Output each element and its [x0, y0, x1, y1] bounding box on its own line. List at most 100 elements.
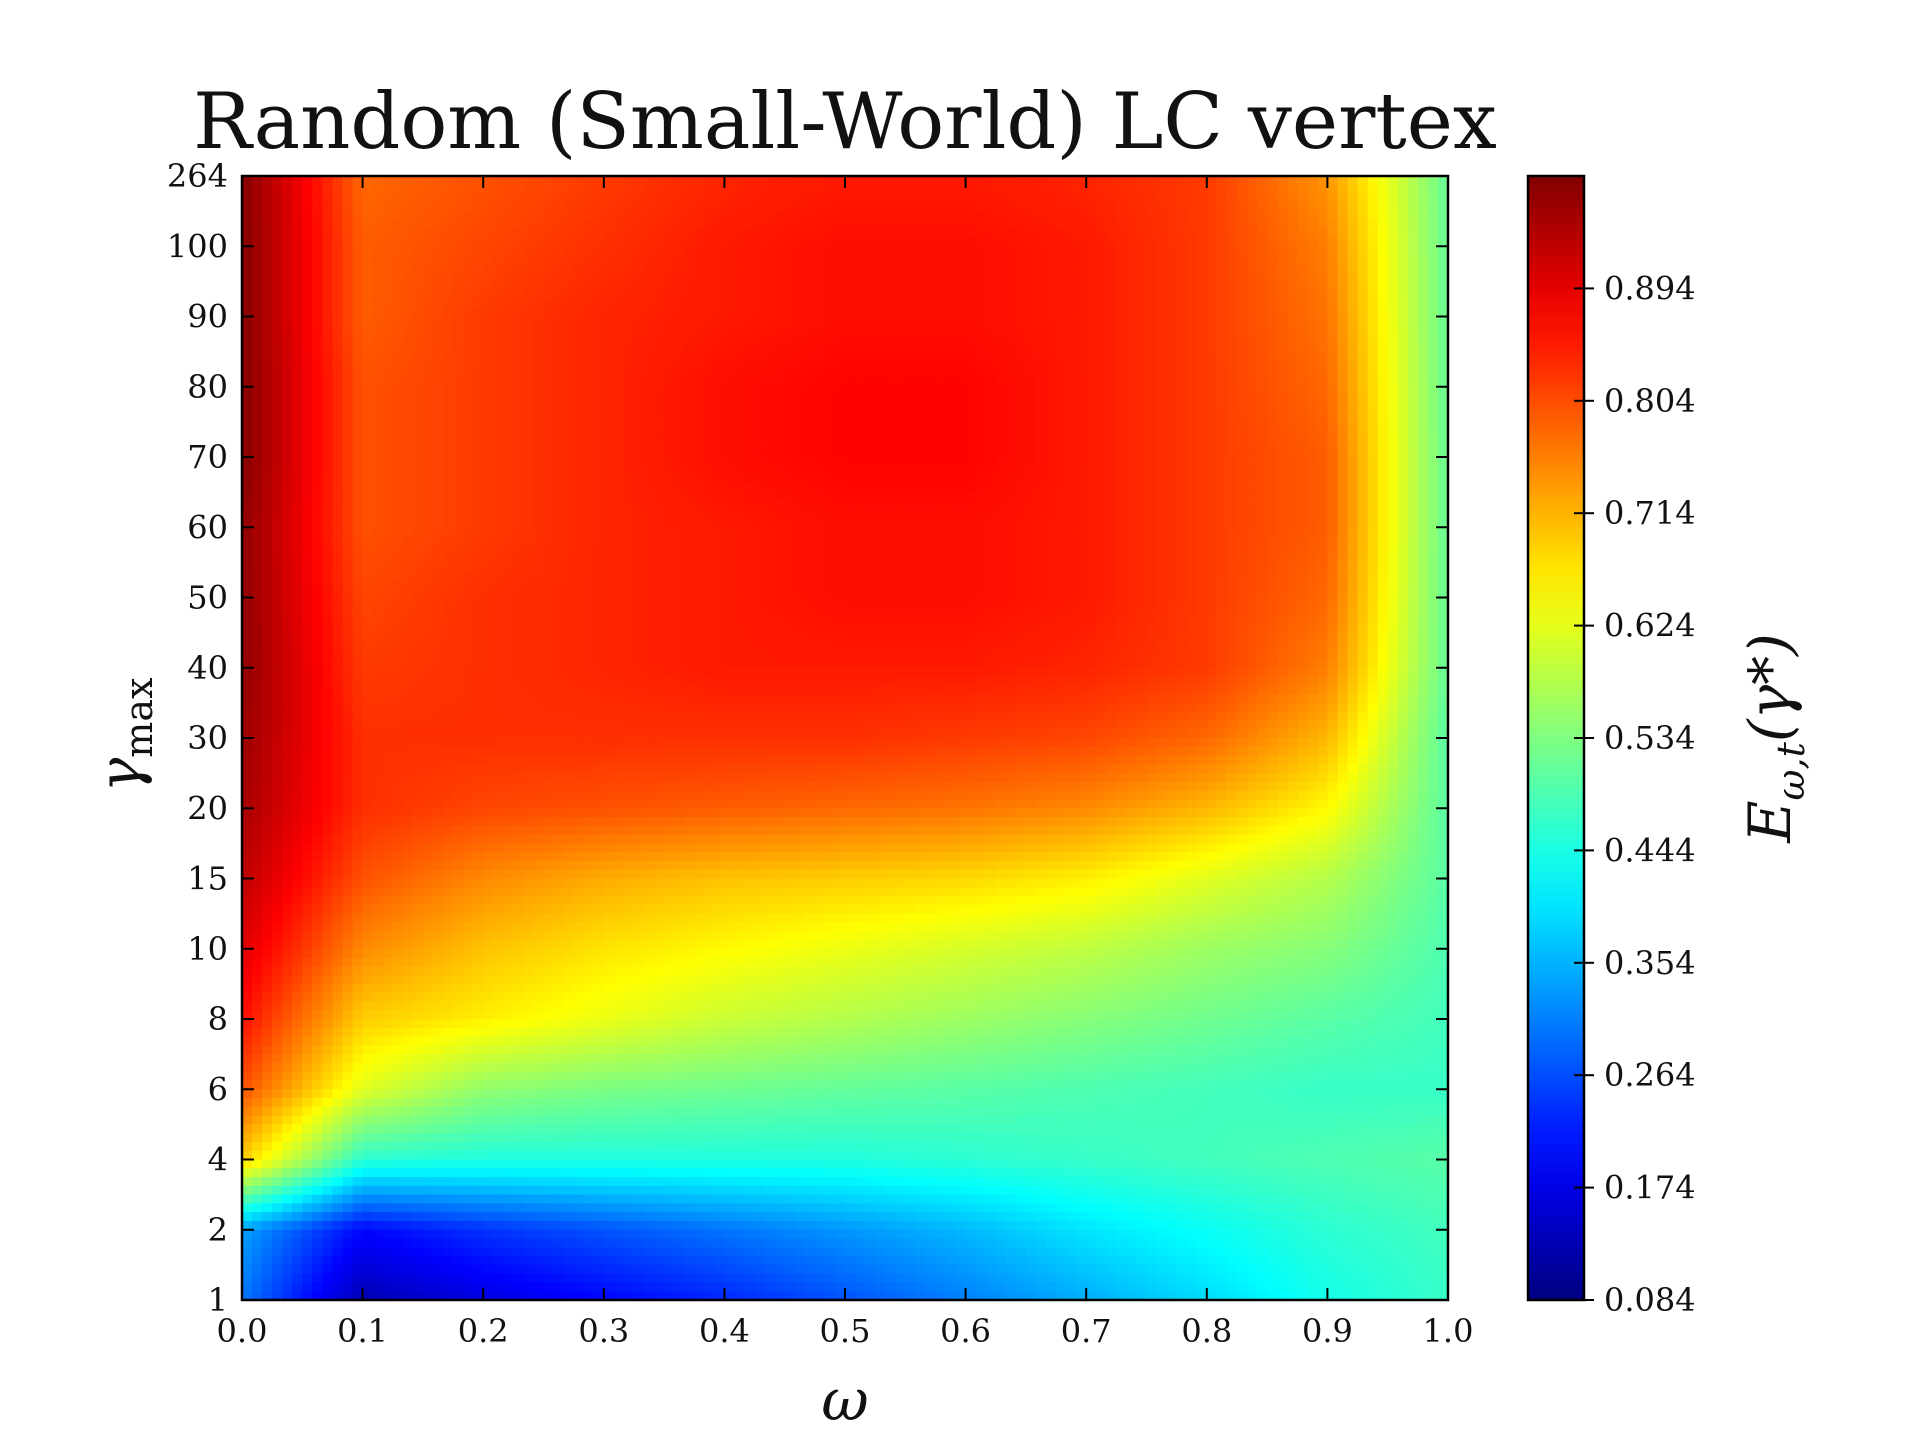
heatmap-cell — [774, 369, 786, 379]
heatmap-cell — [1166, 421, 1178, 432]
heatmap-cell — [352, 334, 364, 344]
heatmap-cell — [282, 263, 294, 274]
heatmap-cell — [443, 219, 454, 230]
heatmap-cell — [1146, 448, 1158, 458]
heatmap-cell — [432, 492, 444, 502]
heatmap-cell — [1277, 255, 1288, 265]
heatmap-cell — [794, 500, 806, 511]
heatmap-cell — [563, 492, 575, 502]
heatmap-cell — [1146, 395, 1158, 406]
heatmap-cell — [1066, 377, 1077, 388]
heatmap-cell — [1317, 395, 1329, 406]
heatmap-cell — [714, 272, 726, 283]
heatmap-cell — [865, 219, 876, 230]
heatmap-cell — [905, 263, 917, 274]
heatmap-cell — [1297, 404, 1309, 414]
heatmap-cell — [282, 404, 294, 414]
heatmap-cell — [855, 298, 866, 309]
heatmap-cell — [865, 342, 876, 353]
heatmap-cell — [754, 202, 766, 212]
heatmap-cell — [1267, 325, 1278, 335]
heatmap-cell — [392, 263, 404, 274]
heatmap-cell — [965, 325, 977, 335]
heatmap-cell — [312, 272, 324, 283]
heatmap-cell — [1076, 176, 1087, 186]
heatmap-cell — [1216, 290, 1228, 300]
heatmap-cell — [1166, 202, 1178, 212]
heatmap-cell — [915, 351, 927, 362]
heatmap-cell — [342, 228, 354, 239]
heatmap-cell — [432, 421, 444, 432]
heatmap-cell — [915, 237, 927, 248]
heatmap-cell — [272, 176, 283, 186]
heatmap-cell — [252, 492, 263, 502]
heatmap-cell — [824, 492, 836, 502]
heatmap-cell — [272, 527, 283, 537]
heatmap-cell — [412, 492, 424, 502]
heatmap-cell — [633, 307, 645, 318]
heatmap-cell — [1427, 500, 1439, 511]
heatmap-cell — [563, 421, 575, 432]
heatmap-cell — [1066, 439, 1077, 450]
heatmap-cell — [955, 298, 967, 309]
heatmap-cell — [1277, 413, 1288, 423]
heatmap-cell — [794, 492, 806, 502]
heatmap-cell — [603, 246, 615, 256]
heatmap-cell — [1056, 465, 1067, 476]
heatmap-cell — [1066, 211, 1077, 221]
heatmap-cell — [824, 176, 836, 186]
heatmap-cell — [553, 193, 565, 204]
heatmap-cell — [1407, 176, 1419, 186]
heatmap-cell — [593, 474, 605, 485]
heatmap-cell — [804, 360, 816, 370]
heatmap-cell — [724, 518, 736, 529]
heatmap-cell — [633, 527, 645, 537]
heatmap-cell — [523, 246, 535, 256]
heatmap-cell — [1005, 509, 1017, 520]
heatmap-cell — [834, 255, 846, 265]
heatmap-cell — [1126, 211, 1138, 221]
heatmap-cell — [1327, 246, 1339, 256]
heatmap-cell — [1387, 281, 1399, 291]
heatmap-cell — [603, 536, 615, 546]
heatmap-cell — [1216, 474, 1228, 485]
heatmap-cell — [1297, 369, 1309, 379]
heatmap-cell — [1236, 448, 1248, 458]
heatmap-cell — [1226, 360, 1238, 370]
heatmap-cell — [633, 219, 645, 230]
heatmap-cell — [593, 351, 605, 362]
heatmap-cell — [915, 474, 927, 485]
heatmap-cell — [1196, 360, 1208, 370]
heatmap-cell — [975, 272, 987, 283]
heatmap-cell — [463, 518, 474, 529]
heatmap-cell — [855, 448, 866, 458]
heatmap-cell — [1257, 325, 1268, 335]
heatmap-cell — [633, 176, 645, 186]
heatmap-cell — [945, 500, 957, 511]
heatmap-cell — [473, 298, 484, 309]
heatmap-cell — [583, 518, 595, 529]
heatmap-cell — [1277, 193, 1288, 204]
heatmap-cell — [332, 360, 344, 370]
heatmap-cell — [262, 527, 273, 537]
heatmap-cell — [302, 457, 314, 467]
heatmap-cell — [1056, 255, 1067, 265]
heatmap-cell — [1407, 219, 1419, 230]
heatmap-cell — [1357, 430, 1369, 441]
heatmap-cell — [302, 369, 314, 379]
heatmap-cell — [965, 272, 977, 283]
heatmap-cell — [784, 237, 796, 248]
heatmap-cell — [1437, 342, 1448, 353]
heatmap-cell — [714, 334, 726, 344]
heatmap-cell — [1206, 219, 1218, 230]
heatmap-cell — [1086, 457, 1098, 467]
heatmap-cell — [583, 246, 595, 256]
heatmap-cell — [995, 290, 1007, 300]
heatmap-cell — [553, 237, 565, 248]
heatmap-cell — [603, 237, 615, 248]
heatmap-cell — [654, 342, 665, 353]
heatmap-cell — [1176, 307, 1188, 318]
heatmap-cell — [1176, 509, 1188, 520]
heatmap-cell — [644, 483, 655, 493]
heatmap-cell — [1277, 465, 1288, 476]
